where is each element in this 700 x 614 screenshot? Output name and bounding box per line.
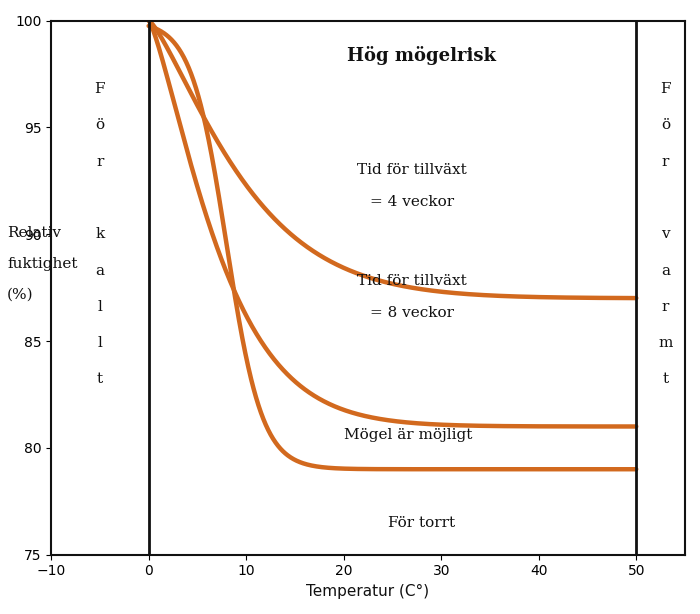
Text: r: r <box>662 300 669 314</box>
Text: = 4 veckor: = 4 veckor <box>370 195 454 209</box>
Text: l: l <box>97 300 102 314</box>
Text: Relativ: Relativ <box>7 227 61 240</box>
Text: k: k <box>95 227 104 241</box>
Text: ö: ö <box>661 119 670 132</box>
Text: (%): (%) <box>7 288 34 301</box>
Text: t: t <box>662 373 668 386</box>
Text: t: t <box>97 373 103 386</box>
Text: a: a <box>661 263 670 278</box>
Text: ö: ö <box>95 119 104 132</box>
X-axis label: Temperatur (C°): Temperatur (C°) <box>307 584 430 599</box>
Text: = 8 veckor: = 8 veckor <box>370 306 454 321</box>
Text: Hög mögelrisk: Hög mögelrisk <box>347 46 496 65</box>
Text: m: m <box>658 336 673 350</box>
Text: F: F <box>660 82 671 96</box>
Text: r: r <box>662 155 669 168</box>
Text: För torrt: För torrt <box>388 516 455 530</box>
Text: Tid för tillväxt: Tid för tillväxt <box>357 274 467 288</box>
Text: F: F <box>94 82 105 96</box>
Text: l: l <box>97 336 102 350</box>
Text: fuktighet: fuktighet <box>7 257 78 271</box>
Text: Mögel är möjligt: Mögel är möjligt <box>344 428 472 442</box>
Text: r: r <box>96 155 104 168</box>
Text: v: v <box>662 227 670 241</box>
Text: a: a <box>95 263 104 278</box>
Text: Tid för tillväxt: Tid för tillväxt <box>357 163 467 177</box>
